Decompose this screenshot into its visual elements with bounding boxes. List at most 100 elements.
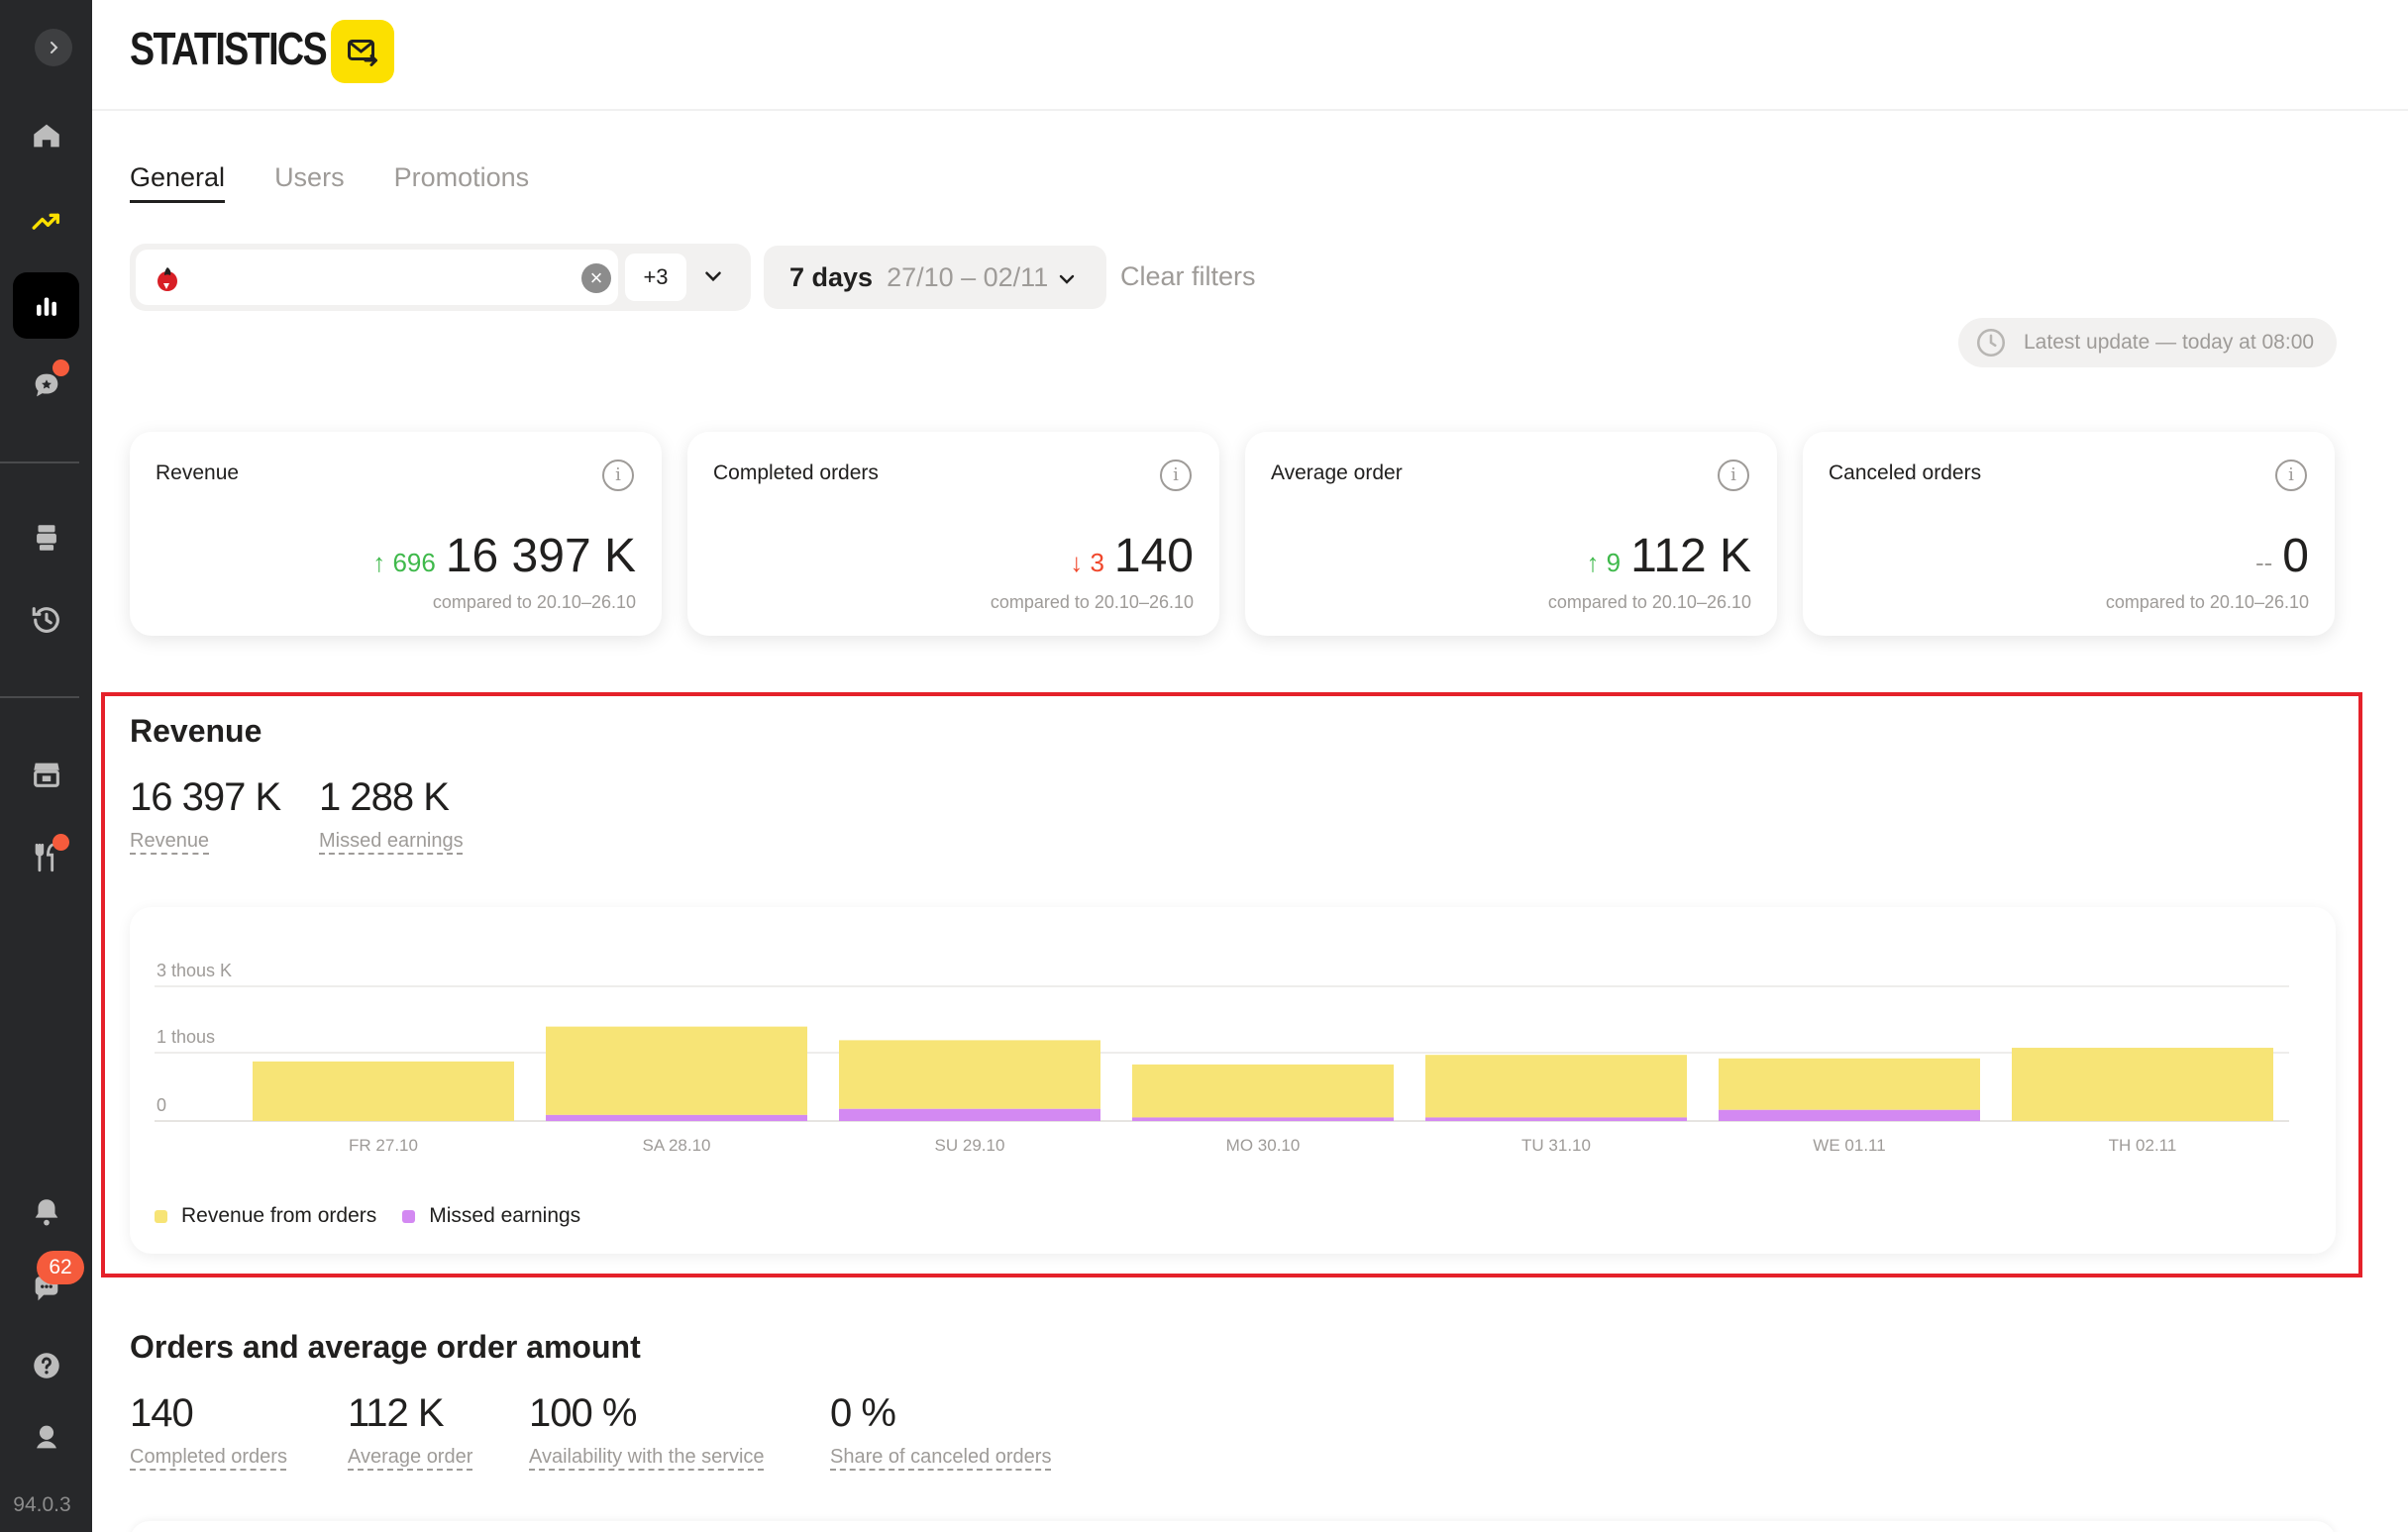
sidebar-item-statistics[interactable] xyxy=(13,272,79,339)
kpi-delta: -- xyxy=(2254,548,2273,577)
x-tick-label: TU 31.10 xyxy=(1521,1136,1591,1155)
sidebar-toggle-button[interactable] xyxy=(35,29,72,66)
period-select[interactable]: 7 days 27/10 – 02/11 xyxy=(764,246,1106,309)
store-icon xyxy=(33,763,59,787)
legend-label: Revenue from orders xyxy=(181,1204,377,1227)
y-tick-label: 3 thous K xyxy=(157,961,232,980)
tab-general[interactable]: General xyxy=(130,162,226,203)
printer-icon xyxy=(36,524,56,551)
tab-bar: General Users Promotions xyxy=(130,162,529,203)
kpi-card-average-order: Average order i ↑ 9 112 K compared to 20… xyxy=(1245,432,1777,636)
tab-users[interactable]: Users xyxy=(274,162,345,192)
chat-count-badge: 62 xyxy=(37,1251,84,1284)
sidebar-item-menu[interactable] xyxy=(13,824,79,890)
x-tick-label: WE 01.11 xyxy=(1813,1136,1885,1155)
info-icon[interactable]: i xyxy=(2275,460,2307,491)
chevron-down-icon xyxy=(1059,274,1075,284)
kpi-value-row: ↑ 696 16 397 K xyxy=(372,529,636,583)
clear-selection-button[interactable]: × xyxy=(581,263,611,293)
chevron-down-icon[interactable] xyxy=(700,263,726,289)
info-icon[interactable]: i xyxy=(602,460,634,491)
latest-update-text: Latest update — today at 08:00 xyxy=(2024,331,2315,354)
period-days: 7 days xyxy=(789,261,874,292)
sidebar-item-profile[interactable] xyxy=(13,1403,79,1470)
orders-section-title: Orders and average order amount xyxy=(130,1329,641,1365)
history-icon xyxy=(32,606,59,633)
more-restaurants-chip[interactable]: +3 xyxy=(625,254,686,301)
sidebar-item-notifications[interactable] xyxy=(13,1178,79,1245)
kpi-value-row: ↑ 9 112 K xyxy=(1586,529,1751,583)
x-tick-label: MO 30.10 xyxy=(1226,1136,1301,1155)
mail-forward-button[interactable] xyxy=(331,20,394,83)
kpi-delta: ↑ 696 xyxy=(372,548,436,577)
kpi-delta: ↓ 3 xyxy=(1070,548,1104,577)
missed-earnings-metric: 1 288 K Missed earnings xyxy=(319,775,464,853)
x-tick-label: TH 02.11 xyxy=(2109,1136,2177,1155)
chart-legend: Revenue from orders Missed earnings xyxy=(155,1204,580,1228)
legend-item-missed[interactable]: Missed earnings xyxy=(402,1204,580,1228)
sidebar-divider-2 xyxy=(0,696,79,698)
metric-value: 100 % xyxy=(529,1391,637,1435)
bar-revenue-3 xyxy=(1132,1064,1394,1118)
page-title: STATISTICS xyxy=(130,23,328,74)
kpi-compare: compared to 20.10–26.10 xyxy=(1547,592,1751,612)
restaurant-select-input[interactable]: × xyxy=(136,250,618,305)
revenue-section-title: Revenue xyxy=(130,713,262,749)
reviews-notification-dot xyxy=(52,359,69,376)
metric-value: 140 xyxy=(130,1391,194,1435)
period-range: 27/10 – 02/11 xyxy=(887,261,1049,292)
sidebar-item-reviews[interactable] xyxy=(13,352,79,418)
metric-value: 16 397 K xyxy=(130,775,281,819)
x-tick-label: SU 29.10 xyxy=(935,1136,1005,1155)
info-icon[interactable]: i xyxy=(1718,460,1749,491)
sidebar-item-printer[interactable] xyxy=(13,504,79,570)
clock-icon xyxy=(1976,328,2006,357)
kpi-value-row: -- 0 xyxy=(2255,529,2309,583)
kpi-compare: compared to 20.10–26.10 xyxy=(432,592,636,612)
sidebar-item-history[interactable] xyxy=(13,586,79,653)
bar-chart-icon xyxy=(36,297,56,316)
x-tick-label: SA 28.10 xyxy=(642,1136,710,1155)
metric-label-availability[interactable]: Availability with the service xyxy=(529,1446,765,1468)
metric-label-average-order[interactable]: Average order xyxy=(348,1446,473,1468)
latest-update-badge: Latest update — today at 08:00 xyxy=(1958,318,2337,367)
bell-icon xyxy=(35,1198,57,1225)
bar-revenue-4 xyxy=(1425,1055,1687,1118)
profile-icon xyxy=(36,1425,56,1448)
restaurant-filter: × +3 xyxy=(130,244,751,311)
sidebar-divider xyxy=(0,461,79,463)
availability-metric: 100 % Availability with the service xyxy=(529,1391,765,1469)
bar-revenue-1 xyxy=(546,1026,807,1115)
bar-missed-1 xyxy=(546,1114,807,1121)
metric-label-canceled-share[interactable]: Share of canceled orders xyxy=(830,1446,1052,1468)
kpi-card-revenue: Revenue i ↑ 696 16 397 K compared to 20.… xyxy=(130,432,662,636)
bar-missed-3 xyxy=(1132,1117,1394,1121)
sidebar-item-help[interactable] xyxy=(13,1332,79,1398)
sidebar-item-store[interactable] xyxy=(13,741,79,807)
bar-revenue-2 xyxy=(839,1040,1100,1109)
canceled-share-metric: 0 % Share of canceled orders xyxy=(830,1391,1051,1469)
bar-revenue-0 xyxy=(253,1061,514,1121)
clear-filters-button[interactable]: Clear filters xyxy=(1120,261,1256,291)
help-icon xyxy=(33,1352,59,1379)
metric-value: 112 K xyxy=(348,1391,445,1435)
legend-item-revenue[interactable]: Revenue from orders xyxy=(155,1204,376,1228)
kpi-value: 0 xyxy=(2282,530,2309,582)
metric-label-missed-earnings[interactable]: Missed earnings xyxy=(319,830,464,852)
fork-knife-icon xyxy=(35,843,53,871)
trending-icon xyxy=(32,213,59,230)
tab-promotions[interactable]: Promotions xyxy=(393,162,530,192)
sidebar-item-trends[interactable] xyxy=(13,187,79,254)
y-tick-label: 0 xyxy=(157,1095,166,1115)
chat-star-icon xyxy=(35,373,57,396)
kpi-value: 16 397 K xyxy=(445,530,636,582)
metric-label-revenue[interactable]: Revenue xyxy=(130,830,210,852)
kpi-title: Canceled orders xyxy=(1829,461,1982,484)
metric-value: 1 288 K xyxy=(319,775,450,819)
sidebar-item-home[interactable] xyxy=(13,102,79,168)
metric-label-completed-orders[interactable]: Completed orders xyxy=(130,1446,287,1468)
legend-swatch xyxy=(402,1209,416,1223)
info-icon[interactable]: i xyxy=(1160,460,1192,491)
completed-orders-metric: 140 Completed orders xyxy=(130,1391,287,1469)
kpi-compare: compared to 20.10–26.10 xyxy=(990,592,1194,612)
